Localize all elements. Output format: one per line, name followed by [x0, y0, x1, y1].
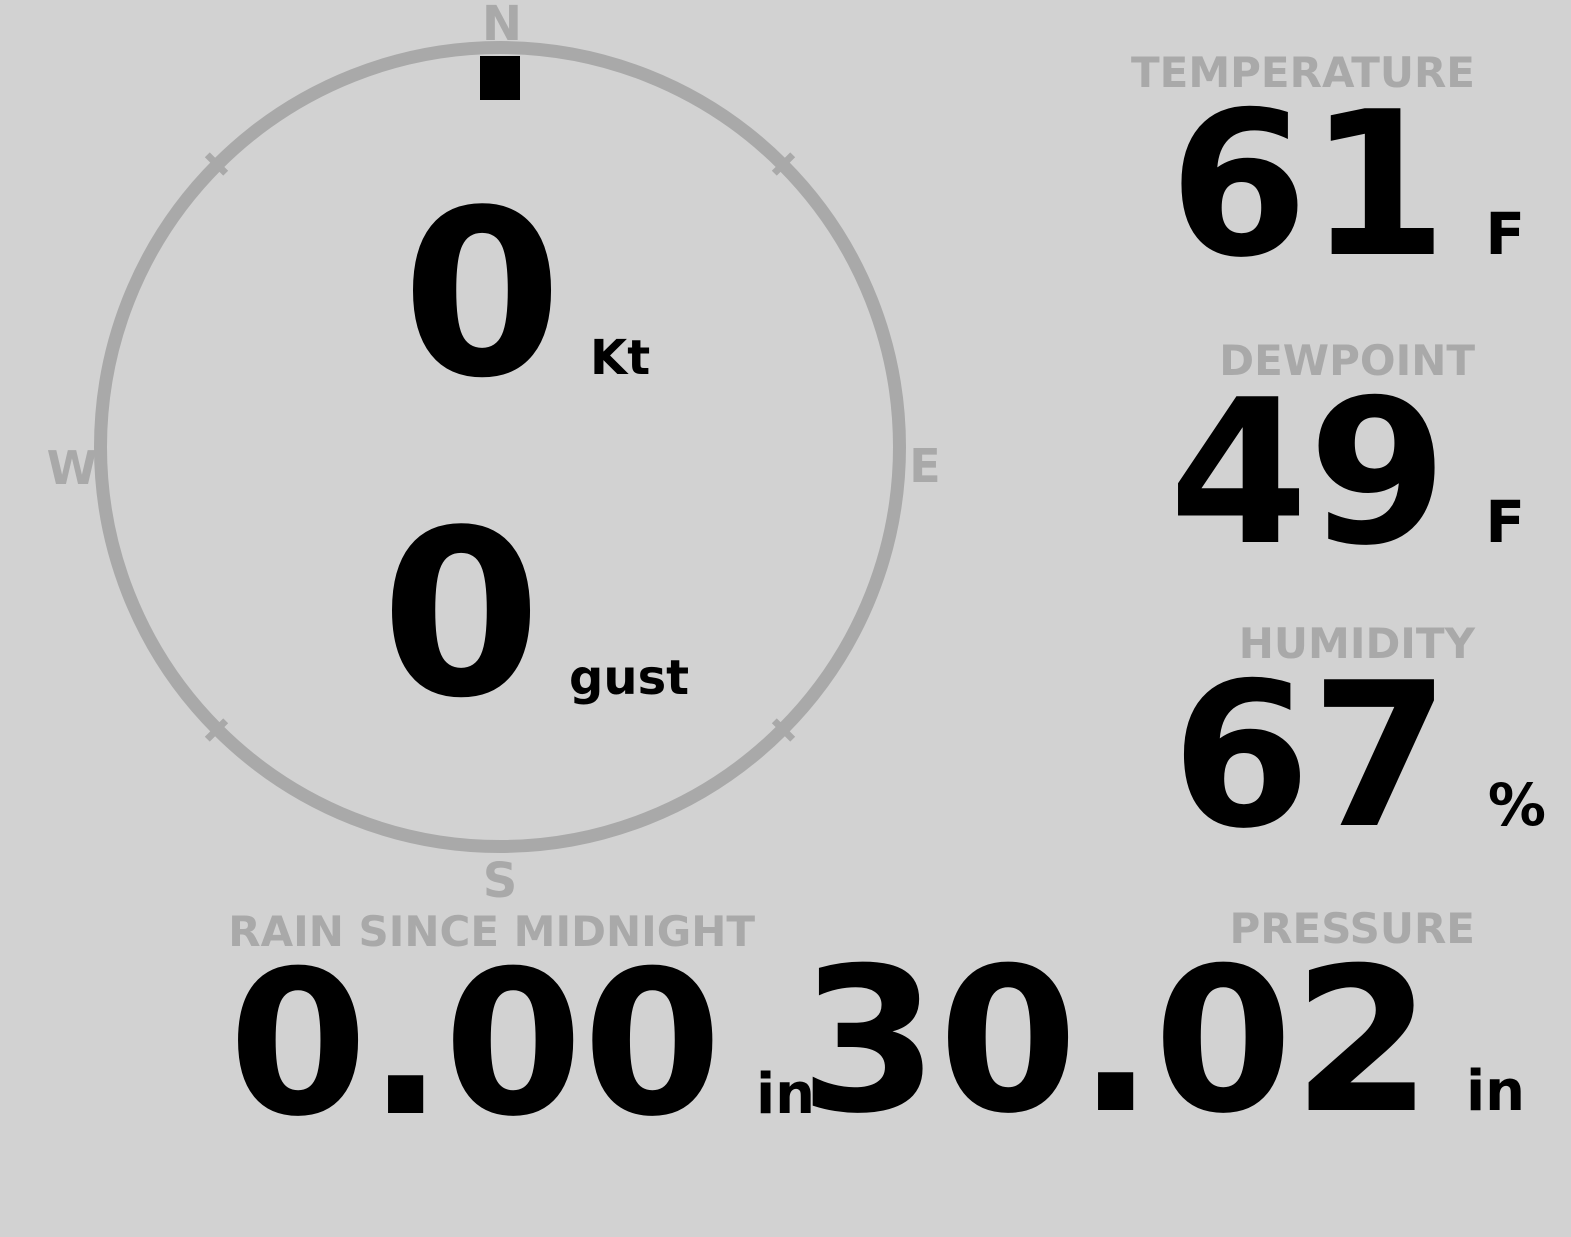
compass-label-west: W [46, 441, 98, 495]
wind-gust: 0 gust [381, 501, 689, 731]
rain-unit: in [755, 1062, 815, 1127]
temperature-label: TEMPERATURE [1131, 48, 1475, 97]
temperature-value: 61 [1169, 69, 1448, 302]
wind-speed: 0 Kt [402, 181, 650, 411]
wind-direction-marker-icon [480, 56, 520, 100]
wind-speed-value: 0 [402, 162, 563, 429]
wind-compass: N E S W 0 Kt 0 gust [0, 0, 1000, 905]
humidity-unit: % [1487, 771, 1546, 839]
temperature-unit: F [1485, 200, 1525, 268]
metric-pressure: PRESSURE 30.02 in [799, 904, 1530, 1168]
rain-value: 0.00 [228, 928, 722, 1161]
rain-label: RAIN SINCE MIDNIGHT [228, 907, 755, 956]
dewpoint-value: 49 [1169, 357, 1448, 590]
wind-speed-unit: Kt [590, 330, 651, 386]
wind-gust-value: 0 [381, 482, 542, 749]
wind-gust-unit: gust [569, 650, 690, 706]
compass-label-south: S [482, 853, 518, 909]
compass-label-north: N [481, 0, 523, 52]
metric-dewpoint: DEWPOINT 49 F [1070, 340, 1530, 600]
pressure-label: PRESSURE [1229, 904, 1475, 953]
dewpoint-label: DEWPOINT [1219, 336, 1475, 385]
metric-temperature: TEMPERATURE 61 F [1070, 52, 1530, 312]
pressure-unit: in [1465, 1059, 1525, 1124]
humidity-label: HUMIDITY [1238, 619, 1475, 668]
metric-rain-since-midnight: RAIN SINCE MIDNIGHT 0.00 in [170, 911, 830, 1171]
metric-humidity: HUMIDITY 67 % [1070, 619, 1546, 883]
humidity-value: 67 [1171, 640, 1450, 873]
compass-label-east: E [909, 439, 941, 493]
dewpoint-unit: F [1485, 488, 1525, 556]
pressure-value: 30.02 [799, 925, 1432, 1158]
wind-direction-arm [94, 41, 906, 853]
